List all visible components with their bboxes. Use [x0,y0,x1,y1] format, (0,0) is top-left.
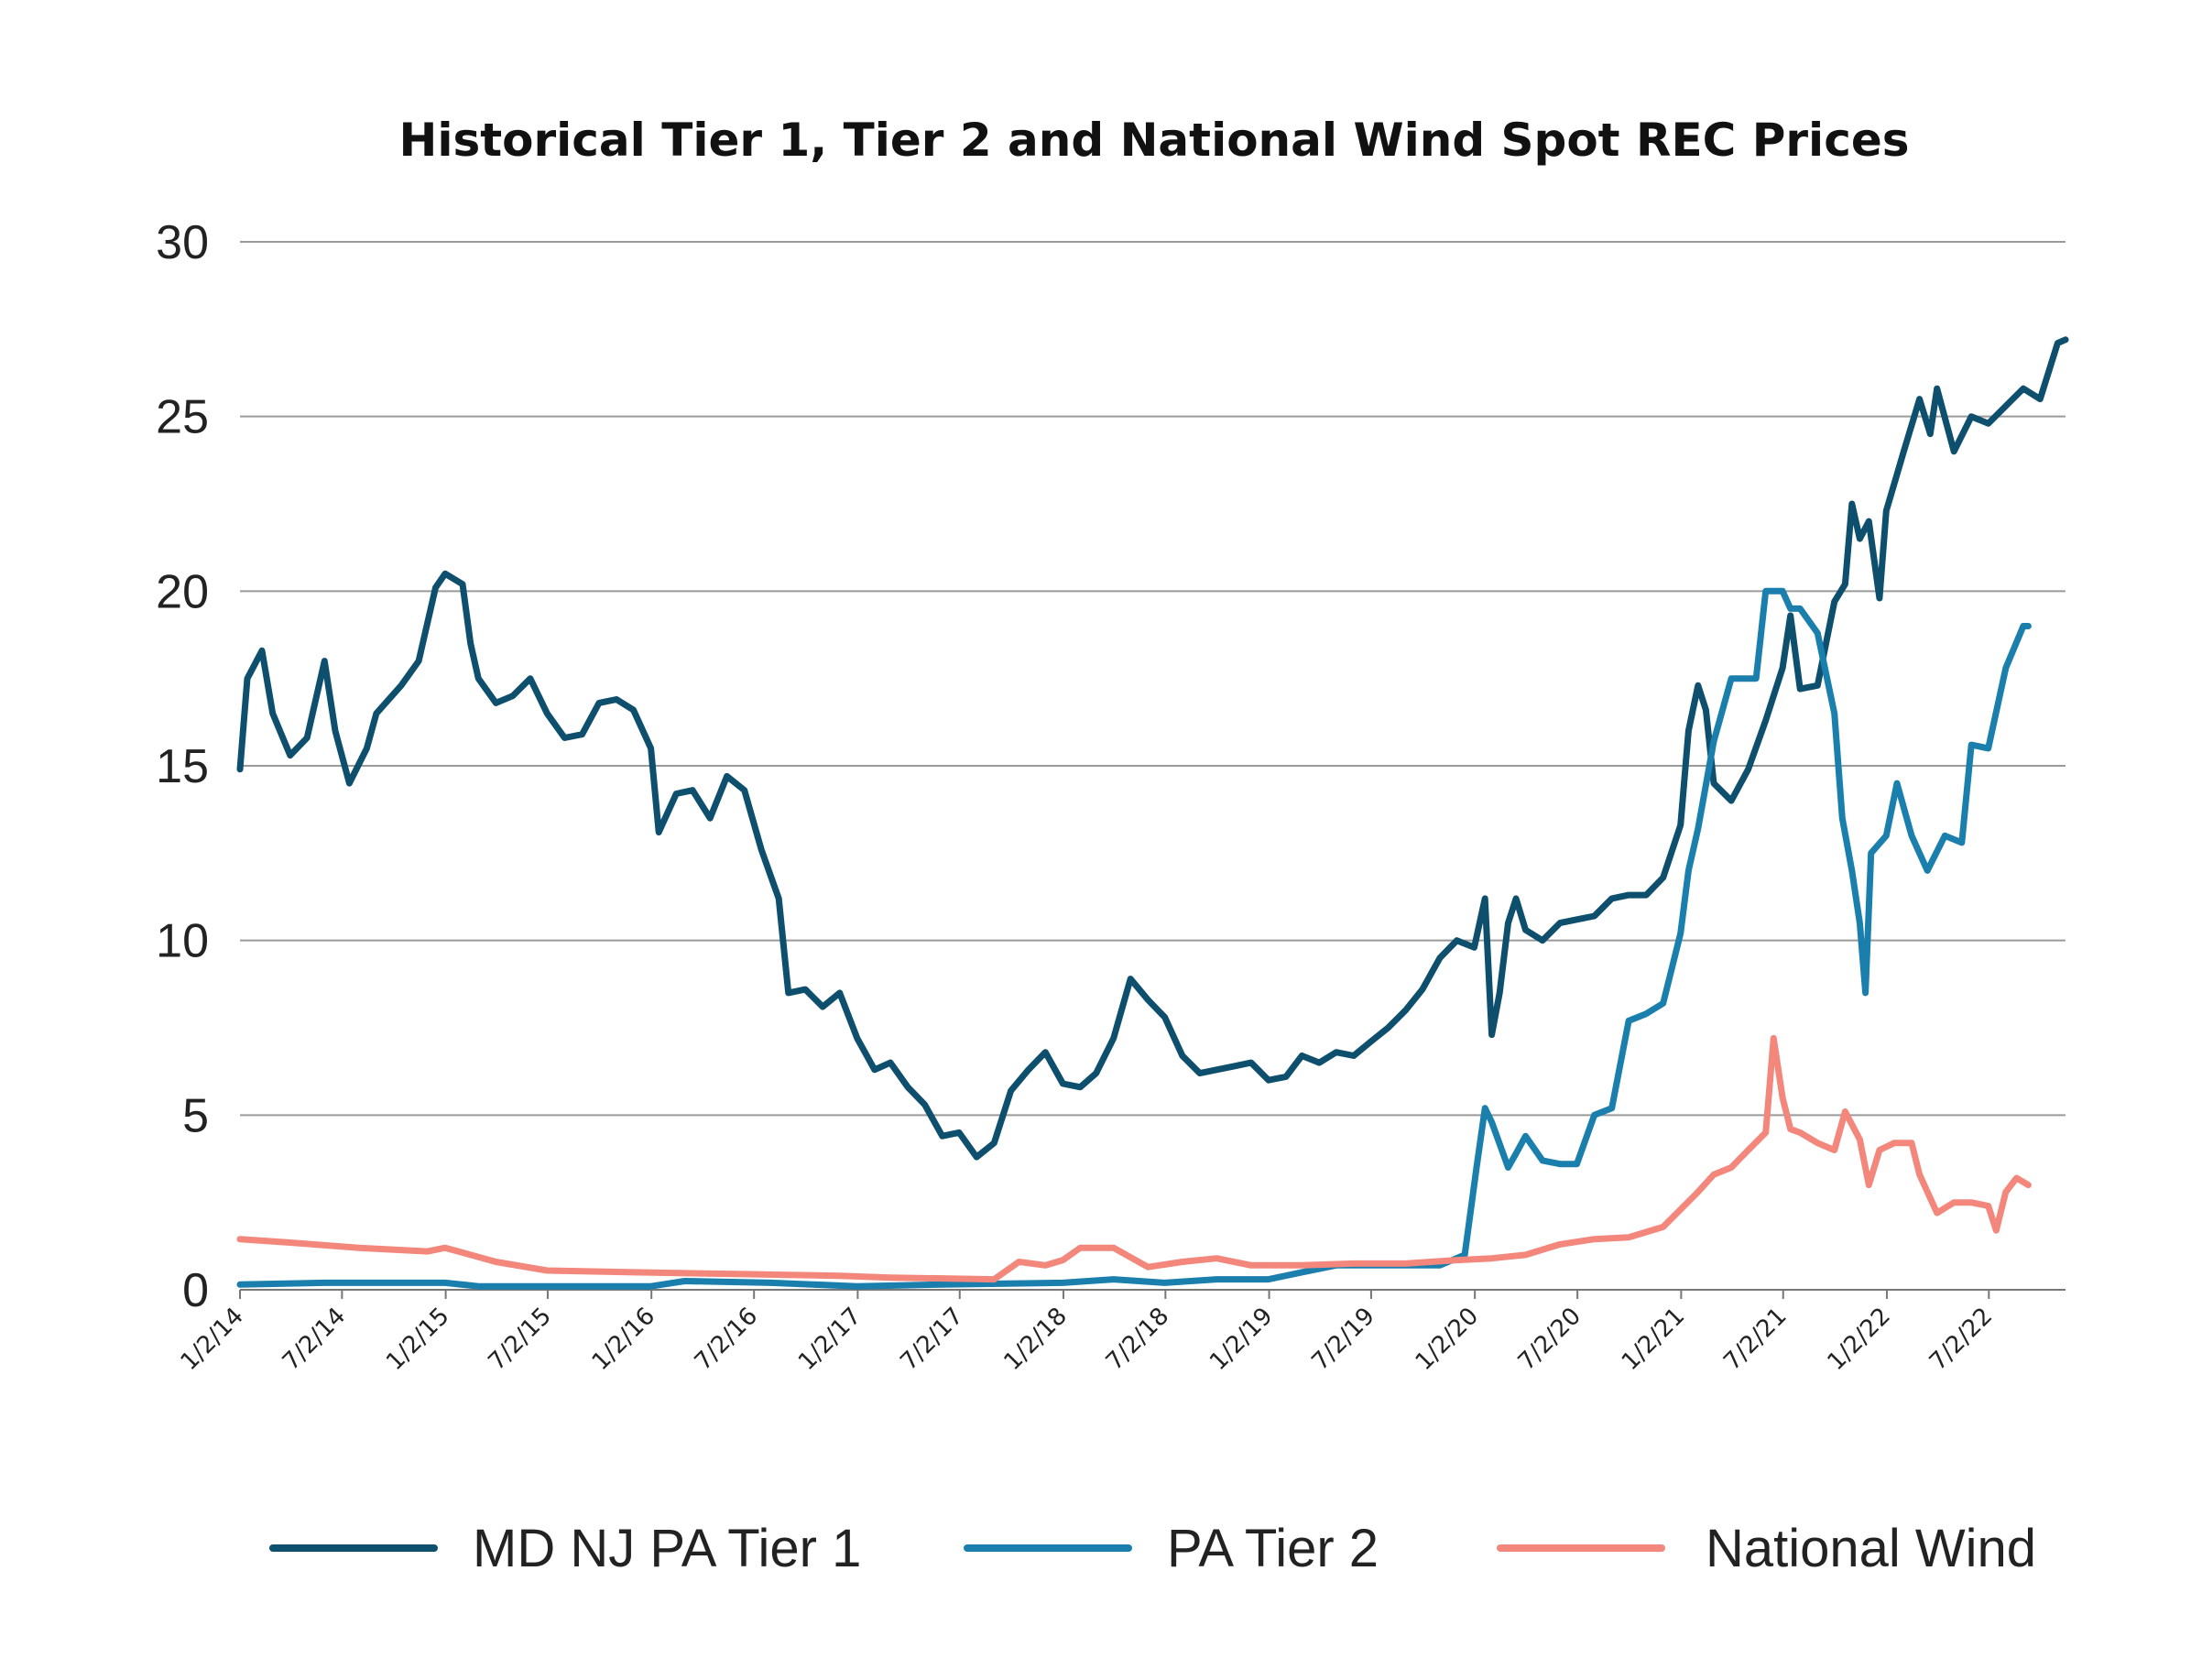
x-tick-label: 7/2/18 [1101,1303,1174,1376]
y-tick-label: 5 [182,1089,209,1142]
x-tick-label: 7/2/22 [1924,1303,1998,1376]
y-axis-ticks: 0 5 10 15 20 25 30 [156,216,209,1317]
x-tick-label: 1/2/16 [587,1303,660,1376]
series-line-md-nj-pa-tier-1 [236,336,2069,1161]
series-line-pa-tier-2 [236,587,2032,1290]
legend-label: PA Tier 2 [1167,1519,1379,1578]
x-tick-label: 7/2/20 [1513,1303,1586,1376]
x-tick-label: 7/2/14 [278,1303,351,1376]
y-tick-label: 20 [156,565,209,618]
x-tick-label: 1/2/20 [1411,1303,1484,1376]
gridlines [240,241,2066,1291]
y-tick-label: 10 [156,915,209,968]
legend-label: National Wind [1706,1519,2036,1578]
legend-label: MD NJ PA Tier 1 [473,1519,861,1578]
series-lines [236,336,2069,1290]
x-tick-label: 1/2/15 [381,1303,454,1376]
x-tick-label: 1/2/18 [999,1303,1073,1376]
x-tick-label: 7/2/17 [895,1303,968,1376]
x-axis-ticks: 1/2/14 7/2/14 1/2/15 7/2/15 1/2/16 7/2/16 1/2/… [176,1290,1998,1376]
x-tick-label: 1/2/19 [1205,1303,1278,1376]
x-tick-label: 1/2/17 [793,1303,867,1376]
y-tick-label: 0 [182,1264,209,1317]
x-tick-label: 7/2/16 [690,1303,763,1376]
x-tick-label: 7/2/21 [1718,1303,1792,1376]
y-tick-label: 25 [156,391,209,444]
series-line-national-wind [236,1034,2032,1283]
y-tick-label: 15 [156,740,209,793]
x-tick-label: 1/2/21 [1617,1303,1690,1376]
x-tick-label: 7/2/15 [484,1303,557,1376]
chart-title: Historical Tier 1, Tier 2 and National W… [399,114,1910,167]
x-tick-label: 7/2/19 [1306,1303,1379,1376]
x-tick-label: 1/2/22 [1823,1303,1896,1376]
legend: MD NJ PA Tier 1 PA Tier 2 National Wind [269,1519,2036,1578]
y-tick-label: 30 [156,216,209,269]
